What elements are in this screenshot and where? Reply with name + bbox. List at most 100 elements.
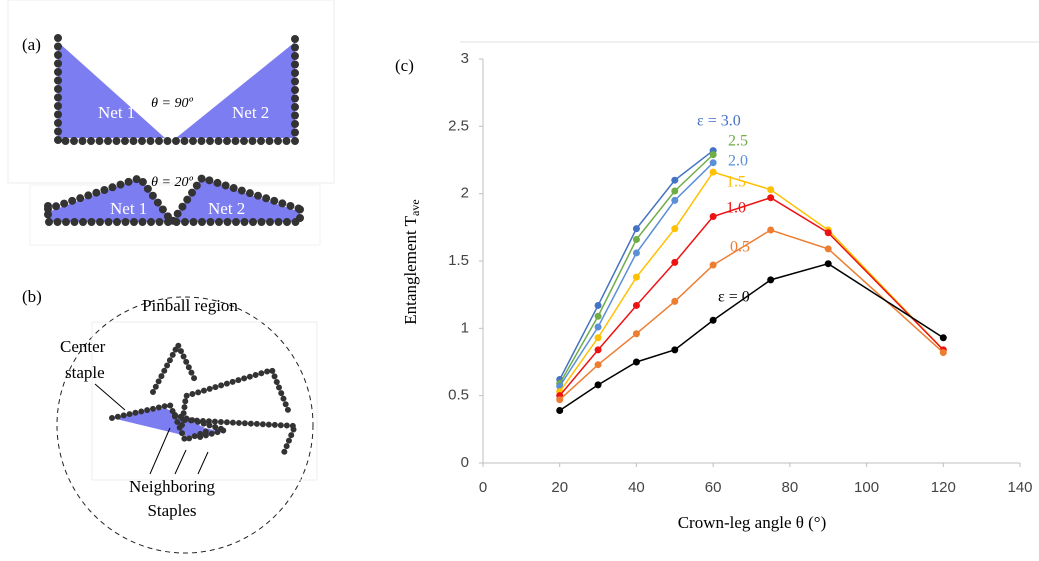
net-shape	[172, 178, 300, 222]
data-point	[671, 196, 679, 204]
staple	[182, 417, 298, 458]
net-shape	[112, 408, 222, 438]
data-point	[824, 229, 832, 237]
legend-label: 2.5	[728, 133, 748, 150]
net-shape	[176, 42, 295, 138]
data-point	[939, 349, 947, 357]
chain	[44, 174, 304, 226]
chain	[54, 34, 299, 145]
data-point	[709, 151, 717, 159]
x-tick-label: 100	[854, 479, 879, 496]
legend-label: 2.0	[728, 153, 748, 170]
data-point	[709, 159, 717, 167]
data-point	[594, 334, 602, 342]
data-point	[709, 213, 717, 221]
arrow	[174, 449, 187, 475]
y-tick-label: 3	[461, 50, 469, 67]
annotation: Staples	[147, 501, 196, 520]
data-point	[556, 406, 564, 414]
angle-label: θ = 20º	[151, 175, 193, 190]
data-point	[594, 381, 602, 389]
data-point	[632, 225, 640, 233]
data-point	[594, 312, 602, 320]
x-tick-label: 40	[628, 479, 645, 496]
arrow	[197, 451, 209, 475]
data-point	[671, 258, 679, 266]
data-point	[709, 168, 717, 176]
data-point	[824, 245, 832, 253]
y-tick-label: 1.5	[448, 252, 469, 269]
net-label: Net 1	[110, 199, 147, 218]
x-tick-label: 140	[1007, 479, 1032, 496]
staple	[179, 367, 293, 428]
data-point	[767, 194, 775, 202]
y-axis-title-main: Entanglement T	[401, 215, 420, 324]
y-tick-label: 0.5	[448, 387, 469, 404]
data-point	[709, 261, 717, 269]
data-point	[671, 297, 679, 305]
data-point	[939, 334, 947, 342]
legend-label: 0.5	[730, 239, 750, 256]
panel-label: (a)	[22, 35, 41, 54]
data-point	[632, 358, 640, 366]
x-tick-label: 120	[931, 479, 956, 496]
staple	[172, 412, 228, 440]
x-tick-label: 0	[479, 479, 487, 496]
series-line	[559, 196, 944, 397]
series-line	[559, 171, 944, 393]
data-point	[594, 323, 602, 331]
legend-label: 1.5	[726, 174, 746, 191]
y-tick-label: 2	[461, 185, 469, 202]
x-tick-label: 60	[705, 479, 722, 496]
net-shape	[48, 178, 172, 222]
data-point	[594, 361, 602, 369]
data-point	[632, 249, 640, 257]
arrow	[149, 427, 171, 475]
x-tick-label: 20	[551, 479, 568, 496]
x-axis-title: Crown-leg angle θ (°)	[678, 513, 827, 532]
data-point	[671, 176, 679, 184]
series-line	[559, 229, 944, 401]
annotation: Center	[60, 337, 106, 356]
panel-label: (c)	[395, 56, 414, 75]
y-tick-label: 2.5	[448, 117, 469, 134]
annotation: Neighboring	[129, 477, 215, 496]
staple	[150, 342, 198, 395]
legend-label: 1.0	[726, 200, 746, 217]
y-axis-title-sub: ave	[408, 199, 422, 216]
annotation: staple	[65, 363, 105, 382]
data-point	[671, 225, 679, 233]
series-line	[559, 154, 714, 384]
data-point	[767, 186, 775, 194]
data-point	[824, 260, 832, 268]
pinball-region	[56, 296, 314, 554]
y-axis-title: Entanglement Tave	[401, 199, 422, 324]
angle-label: θ = 90º	[151, 96, 193, 111]
data-point	[632, 330, 640, 338]
panel-label: (b)	[22, 287, 42, 306]
data-point	[671, 187, 679, 195]
x-tick-label: 80	[782, 479, 799, 496]
data-point	[767, 226, 775, 234]
legend-label: ε = 0	[718, 289, 750, 306]
series-line	[559, 262, 944, 412]
data-point	[767, 276, 775, 284]
data-point	[556, 396, 564, 404]
net-label: Net 2	[232, 103, 269, 122]
staple	[109, 402, 213, 443]
net-shape	[58, 42, 165, 138]
net-label: Net 2	[208, 199, 245, 218]
legend-label: ε = 3.0	[697, 113, 741, 130]
y-tick-label: 1	[461, 319, 469, 336]
data-point	[709, 316, 717, 324]
data-point	[632, 301, 640, 309]
net-label: Net 1	[98, 103, 135, 122]
region-label: Pinball region	[142, 296, 238, 315]
data-point	[632, 235, 640, 243]
data-point	[632, 273, 640, 281]
y-tick-label: 0	[461, 454, 469, 471]
data-point	[671, 346, 679, 354]
data-point	[594, 346, 602, 354]
inset-frame	[91, 321, 318, 481]
